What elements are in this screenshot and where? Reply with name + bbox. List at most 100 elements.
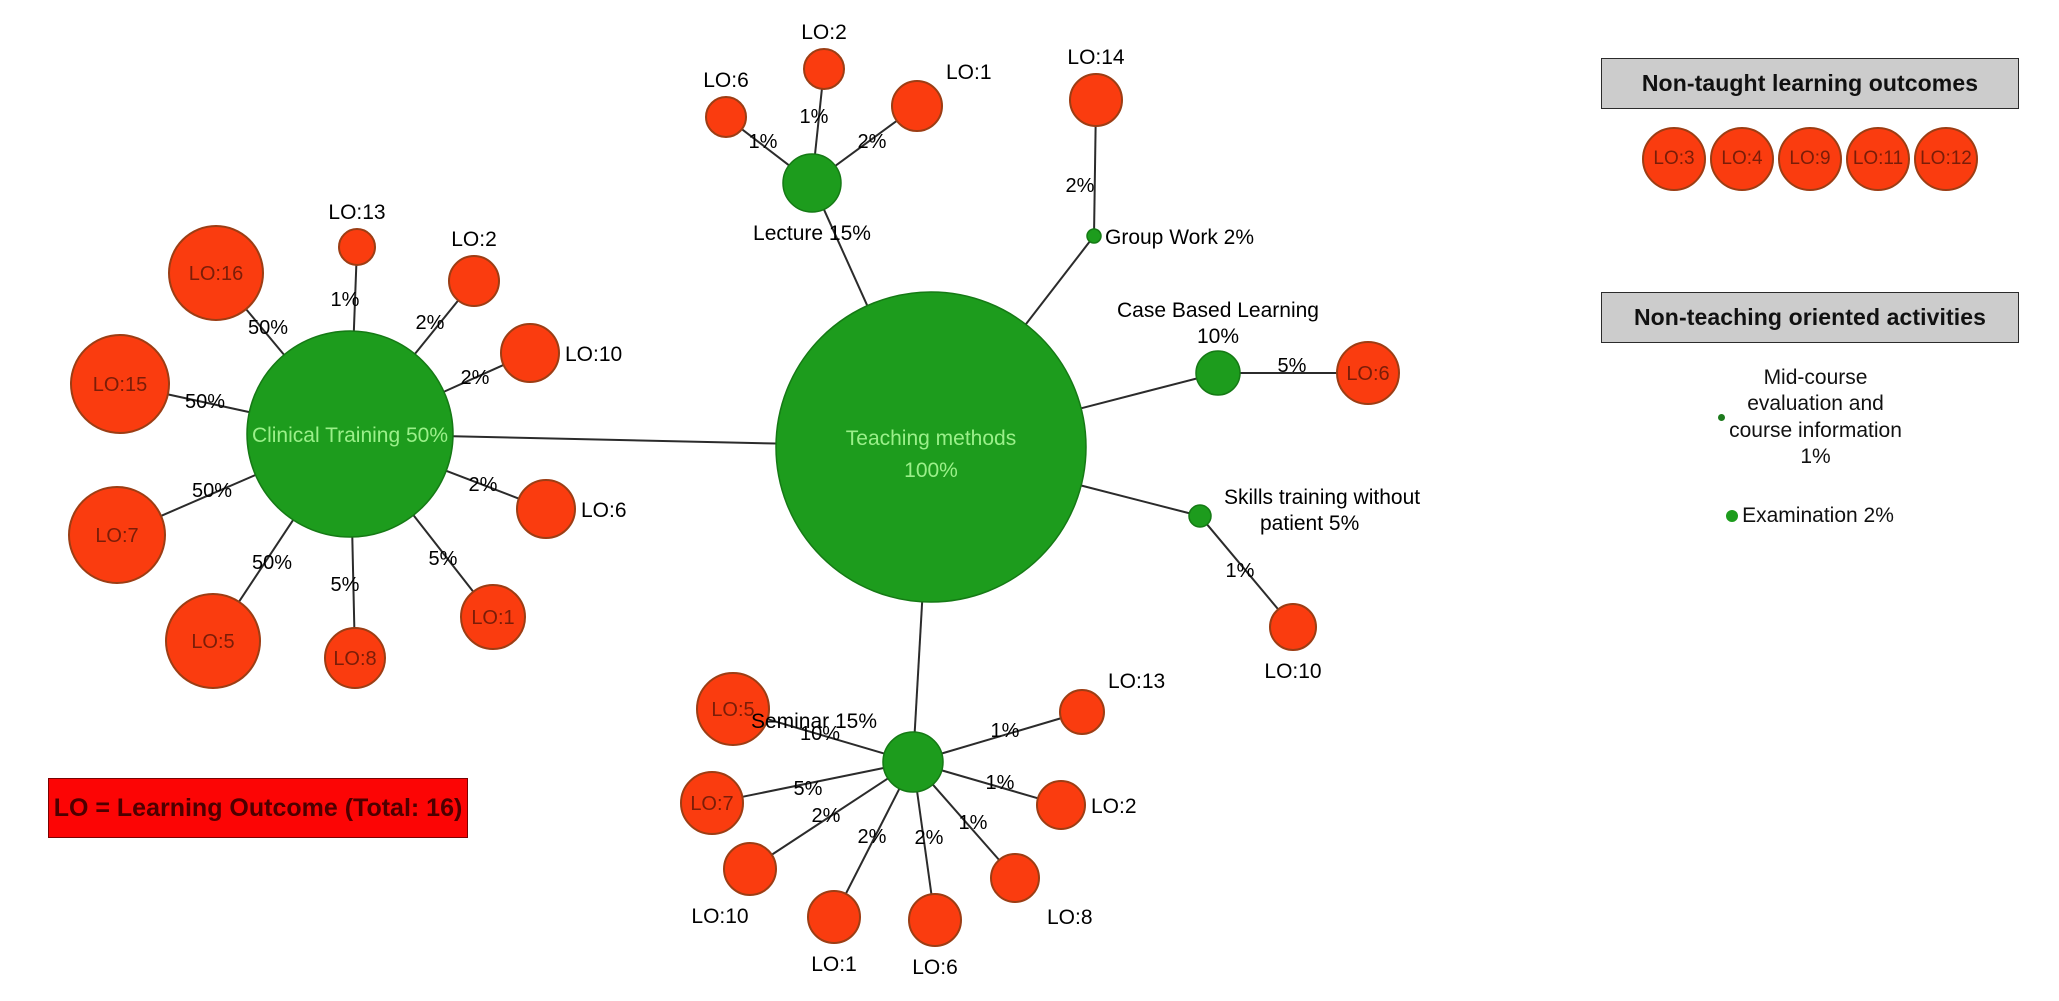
edge-weight-cbl-0: 5%: [1278, 355, 1307, 377]
edge-seminar-LO10-2: [771, 777, 889, 856]
activity-mid-course-evaluation-label: Mid-course evaluation and course informa…: [1729, 366, 1902, 469]
method-label-case-based-learning: Case Based Learning: [1117, 299, 1319, 322]
lo-label-lo6: LO:6: [1346, 363, 1389, 385]
edge-lecture-LO6-0: [741, 128, 790, 167]
edge-seminar-LO2-6: [941, 769, 1039, 800]
edge-clinical-training-LO5-3: [238, 519, 294, 603]
edge-weight-clinical-5: 5%: [429, 548, 458, 570]
edge-skills-training-LO10-0: [1206, 523, 1279, 611]
method-label-case-based-learning-value: 10%: [1197, 325, 1239, 348]
root-node-label: Teaching methods: [846, 427, 1016, 450]
lo-label-lo10: LO:10: [1264, 660, 1321, 683]
lo-label-lo5: LO:5: [191, 631, 234, 653]
method-node-group-work: [1086, 228, 1102, 244]
lo-label-lo6: LO:6: [703, 69, 749, 92]
lo-label-lo16: LO:16: [189, 263, 243, 285]
edge-group-work-LO14-0: [1093, 125, 1097, 230]
lo-node-lo5: [165, 593, 261, 689]
legend-non-teaching-header: Non-teaching oriented activities: [1601, 292, 2019, 343]
method-node-skills-training: [1188, 504, 1212, 528]
edge-clinical-training-LO16-0: [245, 308, 285, 356]
lo-node-lo8: [324, 627, 386, 689]
root-node-teaching-methods: [775, 291, 1087, 603]
lo-label-lo7: LO:7: [690, 793, 733, 815]
edge-weight-clinical-1: 50%: [185, 391, 225, 413]
method-node-seminar: [882, 731, 944, 793]
legend-non-taught-learning-outcomes: Non-taught learning outcomes LO:3 LO:4 L…: [1601, 58, 2019, 191]
root-node-value: 100%: [904, 459, 958, 482]
lo-label-lo1: LO:1: [811, 953, 857, 976]
edge-layer: [160, 88, 1337, 895]
edge-seminar-LO8-5: [932, 783, 1000, 861]
edge-weight-seminar-5: 1%: [959, 812, 988, 834]
lo-node-lo15: [70, 334, 170, 434]
lo-node-lo2: [1036, 780, 1086, 830]
edge-seminar-LO6-4: [916, 791, 933, 895]
lo-label-lo1: LO:1: [471, 607, 514, 629]
lo-node-lo1: [891, 80, 943, 132]
lo-chip: LO:4: [1710, 127, 1774, 191]
lo-label-lo10: LO:10: [565, 343, 622, 366]
label-layer: LO:16 50% LO:15 50% LO:7 50% LO:5 50% LO:8 5% LO:1…: [93, 21, 1420, 979]
lo-node-lo13: [1059, 689, 1105, 735]
method-label-clinical-training: Clinical Training 50%: [252, 424, 448, 447]
lo-label-lo2: LO:2: [801, 21, 847, 44]
method-node-case-based-learning: [1195, 350, 1241, 396]
edge-weight-seminar-4: 2%: [915, 827, 944, 849]
edge-weight-clinical-6: 2%: [469, 474, 498, 496]
edge-weight-lecture-1: 1%: [800, 106, 829, 128]
lo-node-lo10: [723, 842, 777, 896]
lo-label-lo2: LO:2: [451, 228, 497, 251]
edge-weight-clinical-2: 50%: [192, 480, 232, 502]
lo-label-lo1: LO:1: [946, 61, 992, 84]
edge-root-skills-training: [1080, 484, 1190, 515]
edge-clinical-training-LO1-5: [412, 514, 475, 593]
small-green-dot-icon: [1718, 414, 1726, 422]
lo-label-lo15: LO:15: [93, 374, 147, 396]
edge-seminar-LO7-1: [742, 767, 884, 798]
lo-label-lo8: LO:8: [333, 648, 376, 670]
edge-clinical-training-LO15-1: [167, 393, 250, 414]
edge-weight-lecture-2: 2%: [858, 131, 887, 153]
edge-weight-clinical-3: 50%: [252, 552, 292, 574]
lo-label-lo13: LO:13: [328, 201, 385, 224]
lo-node-lo6: [1336, 341, 1400, 405]
edge-weight-clinical-8: 2%: [416, 312, 445, 334]
lo-node-lo5: [696, 672, 770, 746]
lo-node-lo6: [516, 479, 576, 539]
edge-root-seminar: [913, 601, 924, 733]
edge-weight-groupwork-0: 2%: [1066, 175, 1095, 197]
edge-weight-clinical-0: 50%: [248, 317, 288, 339]
edge-seminar-LO1-3: [844, 788, 901, 895]
lo-definition-text: LO = Learning Outcome (Total: 16): [53, 793, 463, 822]
lo-node-lo2: [448, 255, 500, 307]
edge-weight-clinical-9: 1%: [331, 289, 360, 311]
method-label-seminar: Seminar 15%: [751, 710, 877, 733]
activity-examination-label: Examination 2%: [1742, 503, 1894, 527]
lo-node-lo6: [908, 893, 962, 947]
legend-non-taught-chip-list: LO:3 LO:4 LO:9 LO:11 LO:12: [1601, 127, 2019, 191]
lo-node-lo7: [680, 771, 744, 835]
edge-weight-seminar-1: 5%: [794, 778, 823, 800]
lo-node-lo14: [1069, 73, 1123, 127]
legend-non-teaching-activities: Non-teaching oriented activities Mid-cou…: [1601, 292, 2019, 529]
activity-mid-course-evaluation: Mid-course evaluation and course informa…: [1601, 365, 2019, 471]
edge-weight-skills-0: 1%: [1226, 560, 1255, 582]
method-label-skills-training: Skills training without: [1224, 486, 1420, 509]
lo-node-lo6: [705, 96, 747, 138]
method-node-clinical-training: [246, 330, 454, 538]
edge-lecture-LO2-1: [814, 88, 823, 155]
edge-weight-seminar-2: 2%: [812, 805, 841, 827]
medium-green-dot-icon: [1726, 510, 1739, 523]
edge-weight-lecture-0: 1%: [749, 131, 778, 153]
method-label-skills-training-line2: patient 5%: [1260, 512, 1359, 535]
edge-root-group-work: [1024, 240, 1091, 325]
lo-chip: LO:12: [1914, 127, 1978, 191]
edge-seminar-LO5-0: [767, 718, 885, 755]
activity-examination: Examination 2%: [1601, 503, 2019, 529]
lo-node-lo10: [1269, 603, 1317, 651]
edge-weight-seminar-6: 1%: [986, 772, 1015, 794]
lo-node-lo10: [500, 323, 560, 383]
